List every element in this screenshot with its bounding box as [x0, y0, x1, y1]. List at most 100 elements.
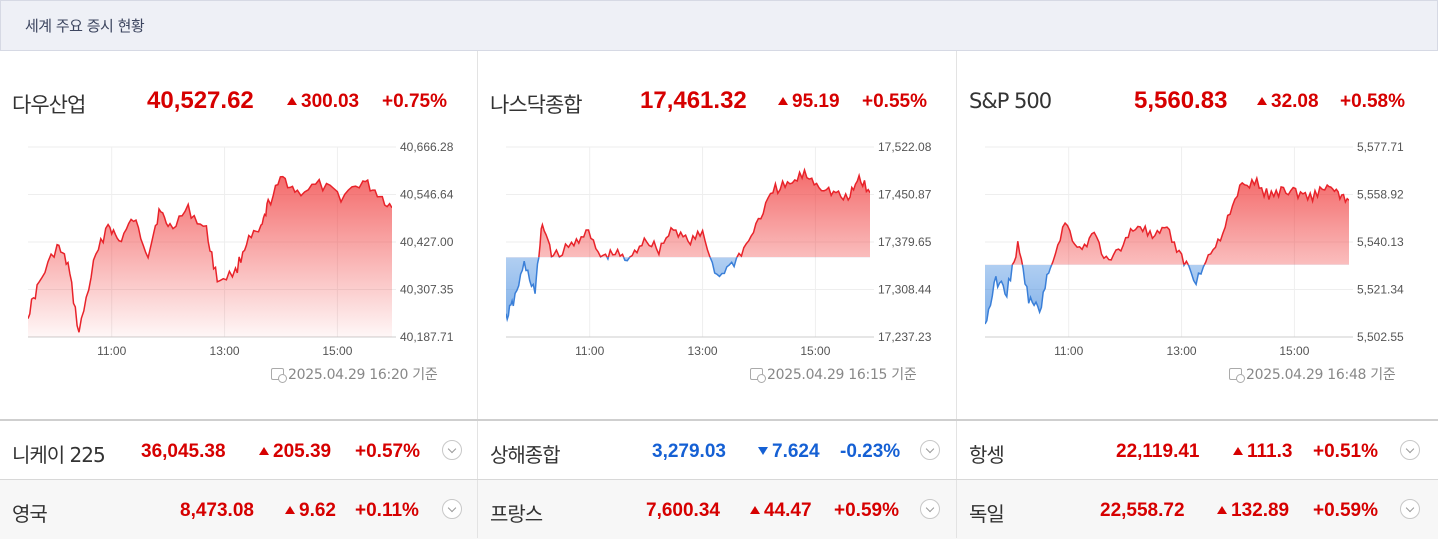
y-tick-label: 17,237.23 — [878, 330, 932, 344]
index-change: 132.89 — [1217, 500, 1289, 522]
x-tick-label: 15:00 — [322, 344, 352, 358]
index-change-pct: +0.55% — [862, 91, 927, 112]
x-tick-label: 11:00 — [575, 344, 604, 358]
index-change: 205.39 — [259, 441, 331, 463]
index-value: 8,473.08 — [180, 500, 254, 521]
y-tick-label: 17,522.08 — [878, 140, 932, 154]
index-cell-hangseng[interactable]: 항셍 22,119.41 111.3 +0.51% — [957, 421, 1438, 479]
index-change-pct: +0.11% — [355, 500, 419, 521]
up-arrow-icon — [1233, 447, 1243, 455]
y-tick-label: 5,502.55 — [1357, 330, 1404, 344]
index-value: 36,045.38 — [141, 441, 226, 462]
chevron-down-icon[interactable] — [920, 499, 940, 519]
chart-line-up — [538, 167, 870, 258]
index-change-pct: +0.57% — [355, 441, 420, 462]
y-tick-label: 40,666.28 — [400, 140, 454, 154]
index-value: 3,279.03 — [652, 441, 726, 462]
calendar-clock-icon — [1229, 368, 1245, 383]
intraday-chart: 5,577.71 5,558.92 5,540.13 5,521.34 5,502.55… — [957, 140, 1435, 361]
index-cell-germany[interactable]: 독일 22,558.72 132.89 +0.59% — [957, 480, 1438, 538]
up-arrow-icon — [1257, 97, 1267, 105]
index-name: 다우산업 — [12, 93, 86, 117]
chevron-down-icon[interactable] — [442, 440, 462, 460]
index-value: 40,527.62 — [147, 87, 254, 114]
update-timestamp: 2025.04.29 16:15 기준 — [750, 364, 917, 384]
index-value: 7,600.34 — [646, 500, 720, 521]
index-name: 프랑스 — [490, 502, 543, 526]
y-tick-label: 40,187.71 — [400, 330, 454, 344]
y-tick-label: 5,521.34 — [1357, 283, 1404, 297]
x-tick-label: 13:00 — [1167, 344, 1197, 358]
y-tick-label: 17,379.65 — [878, 235, 932, 249]
index-panel-sp500[interactable]: S&P 500 5,560.83 32.08 +0.58% 5,577.71 5,… — [957, 51, 1438, 419]
x-tick-label: 15:00 — [1279, 344, 1309, 358]
index-cell-shanghai[interactable]: 상해종합 3,279.03 7.624 -0.23% — [478, 421, 957, 479]
index-change-pct: -0.23% — [840, 441, 901, 462]
page-header: 세계 주요 증시 현황 — [0, 0, 1438, 51]
index-change-pct: +0.59% — [1313, 500, 1378, 521]
index-change: 44.47 — [750, 500, 812, 522]
index-change-pct: +0.59% — [834, 500, 899, 521]
up-arrow-icon — [778, 97, 788, 105]
index-row: 영국 8,473.08 9.62 +0.11% 프랑스 7,600.34 44.… — [0, 479, 1438, 539]
chevron-down-icon[interactable] — [920, 440, 940, 460]
index-value: 5,560.83 — [1134, 87, 1228, 114]
index-name: 니케이 225 — [12, 443, 106, 467]
y-tick-label: 17,308.44 — [878, 283, 932, 297]
index-cell-nikkei[interactable]: 니케이 225 36,045.38 205.39 +0.57% — [0, 421, 478, 479]
index-change-pct: +0.51% — [1313, 441, 1378, 462]
down-arrow-icon — [758, 447, 768, 455]
index-change: 32.08 — [1257, 91, 1319, 113]
up-arrow-icon — [285, 506, 295, 514]
index-value: 22,558.72 — [1100, 500, 1185, 521]
index-value: 22,119.41 — [1116, 441, 1200, 462]
index-name: 상해종합 — [490, 443, 561, 467]
index-name: 나스닥종합 — [490, 93, 583, 117]
index-panel-dow[interactable]: 다우산업 40,527.62 300.03 +0.75% 40,666.28 40… — [0, 51, 478, 419]
chart-area-up — [985, 178, 1349, 265]
chevron-down-icon[interactable] — [1400, 499, 1420, 519]
index-change: 111.3 — [1233, 441, 1292, 463]
index-name: 항셍 — [969, 443, 1005, 467]
x-tick-label: 15:00 — [800, 344, 830, 358]
index-panel-nasdaq[interactable]: 나스닥종합 17,461.32 95.19 +0.55% 17,522.08 17… — [478, 51, 957, 419]
intraday-chart: 40,666.28 40,546.64 40,427.00 40,307.35 40,1… — [0, 140, 478, 361]
calendar-clock-icon — [750, 368, 766, 383]
index-row: 니케이 225 36,045.38 205.39 +0.57% 상해종합 3,2… — [0, 419, 1438, 479]
y-tick-label: 5,577.71 — [1357, 140, 1404, 154]
index-change-pct: +0.75% — [382, 91, 447, 112]
y-tick-label: 5,540.13 — [1357, 235, 1404, 249]
x-tick-label: 11:00 — [1054, 344, 1083, 358]
index-change-pct: +0.58% — [1340, 91, 1405, 112]
page-title: 세계 주요 증시 현황 — [25, 17, 145, 35]
index-change: 95.19 — [778, 91, 840, 113]
index-change: 9.62 — [285, 500, 336, 522]
intraday-chart: 17,522.08 17,450.87 17,379.65 17,308.44 17,2… — [478, 140, 956, 361]
x-tick-label: 13:00 — [210, 344, 240, 358]
chevron-down-icon[interactable] — [442, 499, 462, 519]
chart-area-down — [985, 264, 1205, 324]
y-tick-label: 40,307.35 — [400, 283, 454, 297]
index-change: 300.03 — [287, 91, 359, 113]
chart-area-up — [28, 176, 392, 337]
calendar-clock-icon — [271, 368, 287, 383]
up-arrow-icon — [750, 506, 760, 514]
chart-line-up — [1011, 175, 1349, 265]
chart-line-up — [28, 175, 392, 333]
x-tick-label: 11:00 — [97, 344, 126, 358]
chart-line-down — [985, 264, 1206, 325]
x-tick-label: 13:00 — [688, 344, 718, 358]
update-timestamp: 2025.04.29 16:20 기준 — [271, 364, 438, 384]
up-arrow-icon — [287, 97, 297, 105]
index-cell-france[interactable]: 프랑스 7,600.34 44.47 +0.59% — [478, 480, 957, 538]
index-cell-uk[interactable]: 영국 8,473.08 9.62 +0.11% — [0, 480, 478, 538]
y-tick-label: 40,427.00 — [400, 235, 454, 249]
chart-area-up — [538, 170, 870, 258]
up-arrow-icon — [1217, 506, 1227, 514]
chevron-down-icon[interactable] — [1400, 440, 1420, 460]
index-change: 7.624 — [758, 441, 820, 463]
index-name: S&P 500 — [969, 89, 1052, 113]
up-arrow-icon — [259, 447, 269, 455]
y-tick-label: 40,546.64 — [400, 188, 454, 202]
y-tick-label: 17,450.87 — [878, 188, 932, 202]
